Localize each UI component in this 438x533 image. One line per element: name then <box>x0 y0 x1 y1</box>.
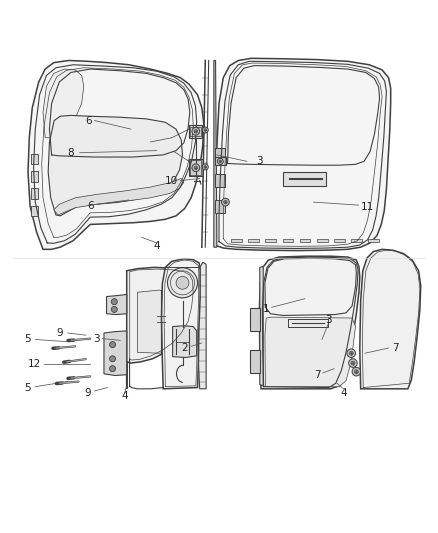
Text: 7: 7 <box>314 370 321 379</box>
Polygon shape <box>104 331 127 376</box>
Polygon shape <box>283 239 293 242</box>
Text: 7: 7 <box>392 343 398 353</box>
Polygon shape <box>198 262 206 389</box>
Polygon shape <box>360 249 421 389</box>
Text: 4: 4 <box>121 391 128 401</box>
Circle shape <box>110 356 116 362</box>
Polygon shape <box>334 239 345 242</box>
Circle shape <box>194 130 198 133</box>
Circle shape <box>202 164 208 170</box>
Text: 5: 5 <box>25 335 31 344</box>
Circle shape <box>192 164 200 172</box>
Circle shape <box>110 342 116 348</box>
Text: 10: 10 <box>164 176 177 185</box>
Polygon shape <box>106 294 127 314</box>
Text: 5: 5 <box>25 383 31 392</box>
Circle shape <box>176 277 189 289</box>
Text: 3: 3 <box>257 156 263 166</box>
Text: 12: 12 <box>28 359 41 369</box>
Polygon shape <box>250 308 260 331</box>
Polygon shape <box>259 256 360 389</box>
Text: 1: 1 <box>263 304 269 314</box>
Polygon shape <box>54 179 184 215</box>
Polygon shape <box>215 200 226 213</box>
Polygon shape <box>368 239 379 242</box>
Text: 6: 6 <box>85 116 92 126</box>
Polygon shape <box>173 326 197 358</box>
Polygon shape <box>300 239 311 242</box>
Circle shape <box>192 127 200 135</box>
Polygon shape <box>231 239 242 242</box>
Circle shape <box>354 370 358 374</box>
Text: 11: 11 <box>360 202 374 212</box>
Text: 4: 4 <box>340 388 347 398</box>
Text: 4: 4 <box>153 241 160 251</box>
Polygon shape <box>283 172 326 186</box>
Circle shape <box>194 166 198 169</box>
Polygon shape <box>162 259 200 389</box>
Text: 9: 9 <box>56 328 63 338</box>
Polygon shape <box>248 239 259 242</box>
Circle shape <box>349 351 353 355</box>
Polygon shape <box>28 60 204 249</box>
Polygon shape <box>43 69 84 138</box>
Polygon shape <box>215 58 391 251</box>
Circle shape <box>111 306 117 312</box>
Polygon shape <box>265 239 276 242</box>
Circle shape <box>202 127 208 133</box>
Text: 6: 6 <box>87 201 94 212</box>
Polygon shape <box>260 266 263 386</box>
Polygon shape <box>215 149 226 161</box>
Circle shape <box>204 166 207 168</box>
Polygon shape <box>215 174 226 187</box>
Circle shape <box>219 160 222 163</box>
Polygon shape <box>31 171 38 182</box>
Polygon shape <box>31 188 38 199</box>
Circle shape <box>167 268 198 298</box>
Circle shape <box>110 366 116 372</box>
Polygon shape <box>250 350 260 373</box>
Polygon shape <box>189 159 203 176</box>
Circle shape <box>347 349 356 358</box>
Polygon shape <box>127 268 197 389</box>
Text: 8: 8 <box>67 148 74 158</box>
Circle shape <box>224 200 227 204</box>
Polygon shape <box>48 116 183 216</box>
Text: 9: 9 <box>85 388 92 398</box>
Circle shape <box>217 158 223 164</box>
Text: 3: 3 <box>93 334 100 344</box>
Polygon shape <box>138 290 185 353</box>
Polygon shape <box>189 125 202 138</box>
Polygon shape <box>31 206 38 216</box>
Polygon shape <box>214 60 217 247</box>
Circle shape <box>204 128 207 131</box>
Text: 2: 2 <box>181 343 188 353</box>
Circle shape <box>349 359 357 367</box>
Text: 3: 3 <box>325 315 332 325</box>
Circle shape <box>352 367 360 376</box>
Polygon shape <box>317 239 328 242</box>
Polygon shape <box>215 157 226 165</box>
Circle shape <box>222 198 230 206</box>
Circle shape <box>111 298 117 305</box>
Polygon shape <box>265 317 356 386</box>
Circle shape <box>351 361 355 365</box>
Polygon shape <box>31 154 38 164</box>
Polygon shape <box>351 239 362 242</box>
